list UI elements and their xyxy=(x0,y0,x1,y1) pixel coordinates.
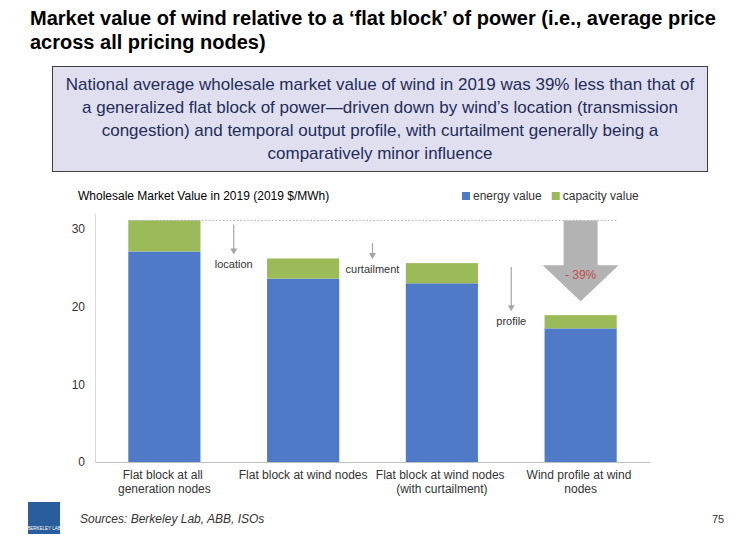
bar-segment xyxy=(128,220,200,251)
logo: BERKELEY LAB xyxy=(27,502,60,534)
label-line: nodes xyxy=(564,482,597,496)
annotation-arrow xyxy=(233,224,234,249)
y-tick: 0 xyxy=(78,455,95,469)
legend-label: energy value xyxy=(473,189,542,203)
logo-text: BERKELEY LAB xyxy=(27,526,60,531)
x-axis-line xyxy=(96,462,651,463)
x-axis: Flat block at all generation nodesFlat b… xyxy=(96,462,651,496)
annotation-arrow xyxy=(511,267,512,306)
legend-swatch xyxy=(462,192,470,200)
bar-segment xyxy=(406,263,478,283)
legend: energy value capacity value xyxy=(462,189,639,203)
bar-segment xyxy=(267,279,339,462)
x-tick-label: Flat block at wind nodes xyxy=(239,468,368,482)
slide-title: Market value of wind relative to a ‘flat… xyxy=(30,6,730,54)
bar-segment xyxy=(406,283,478,462)
page-number: 75 xyxy=(712,513,724,525)
label-line: Flat block at all xyxy=(123,468,206,482)
total-drop-arrow xyxy=(543,220,619,301)
legend-swatch xyxy=(552,192,560,200)
bar-segment xyxy=(545,328,617,462)
x-tick: Wind profile at wind nodes xyxy=(527,462,635,496)
summary-box: National average wholesale market value … xyxy=(52,66,708,172)
bar-segment xyxy=(128,251,200,462)
x-tick: Flat block at all generation nodes xyxy=(118,462,211,496)
x-tick: Flat block at wind nodes (with curtailme… xyxy=(376,462,508,496)
annotation-label: location xyxy=(215,258,253,270)
y-tick: 30 xyxy=(72,222,95,236)
label-line: Flat block at wind nodes xyxy=(239,468,368,482)
x-tick: Flat block at wind nodes xyxy=(239,462,368,482)
y-tick: 10 xyxy=(72,378,95,392)
label-line: Wind profile at wind xyxy=(527,468,635,482)
reference-line xyxy=(128,220,616,221)
bars xyxy=(128,220,616,462)
label-line: (with curtailment) xyxy=(396,482,487,496)
y-tick: 20 xyxy=(72,300,95,314)
y-axis-line xyxy=(95,214,96,463)
source-note: Sources: Berkeley Lab, ABB, ISOs xyxy=(80,512,264,526)
x-tick-label: Flat block at wind nodes (with curtailme… xyxy=(376,468,508,496)
bar-series xyxy=(128,251,616,462)
y-tick-label: 0 xyxy=(78,455,85,469)
annotation-arrow xyxy=(372,243,373,254)
annotation-arrowhead xyxy=(369,253,376,259)
y-axis: 0 10 20 30 xyxy=(72,214,96,469)
y-tick-label: 30 xyxy=(72,222,86,236)
bar-segment xyxy=(545,315,617,328)
slide-canvas: Wholesale Market Value in 2019 (2019 $/M… xyxy=(0,0,750,546)
annotation-arrowhead xyxy=(230,248,237,254)
legend-label: capacity value xyxy=(563,189,639,203)
y-tick-label: 10 xyxy=(72,378,86,392)
total-drop-label: - 39% xyxy=(565,268,597,282)
y-tick-label: 20 xyxy=(72,300,86,314)
logo-badge xyxy=(28,502,60,534)
bar-segment xyxy=(267,258,339,278)
label-line: Flat block at wind nodes xyxy=(376,468,508,482)
annotation-arrowhead xyxy=(508,305,515,311)
x-tick-label: Wind profile at wind nodes xyxy=(527,468,635,496)
annotations: location curtailment profile - 39% xyxy=(128,220,618,327)
annotation-label: curtailment xyxy=(346,263,400,275)
bar-series xyxy=(128,220,616,328)
label-line: generation nodes xyxy=(118,482,211,496)
chart-title: Wholesale Market Value in 2019 (2019 $/M… xyxy=(78,189,329,203)
x-tick-label: Flat block at all generation nodes xyxy=(118,468,211,496)
annotation-label: profile xyxy=(496,315,526,327)
